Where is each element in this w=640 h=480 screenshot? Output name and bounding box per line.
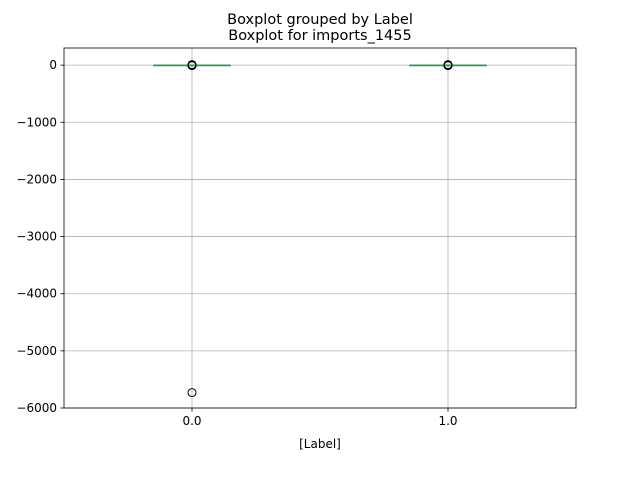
y-tick-label: −1000 [16, 115, 57, 129]
box-group-0.0 [153, 60, 231, 398]
x-axis-label: [Label] [299, 437, 341, 451]
y-tick-label: −5000 [16, 344, 57, 358]
chart-title: Boxplot for imports_1455 [228, 28, 411, 44]
x-tick-label: 0.0 [182, 414, 201, 428]
y-tick-label: 0 [49, 58, 57, 72]
box-group-1.0 [409, 60, 487, 71]
flier-point [187, 388, 197, 398]
tick-layer: 0 −1000 −2000 −3000 −4000 −5000 −6000 0.0 1.0 [16, 58, 457, 428]
x-tick-label: 1.0 [438, 414, 457, 428]
y-tick-label: −2000 [16, 172, 57, 186]
y-tick-label: −4000 [16, 287, 57, 301]
plot-frame [63, 47, 577, 409]
grid-layer [64, 48, 576, 409]
box-layer [153, 60, 487, 398]
y-tick-label: −6000 [16, 401, 57, 415]
flier-point [443, 60, 453, 70]
chart-suptitle: Boxplot grouped by Label [227, 12, 413, 28]
y-tick-label: −3000 [16, 230, 57, 244]
flier-point [187, 60, 197, 70]
